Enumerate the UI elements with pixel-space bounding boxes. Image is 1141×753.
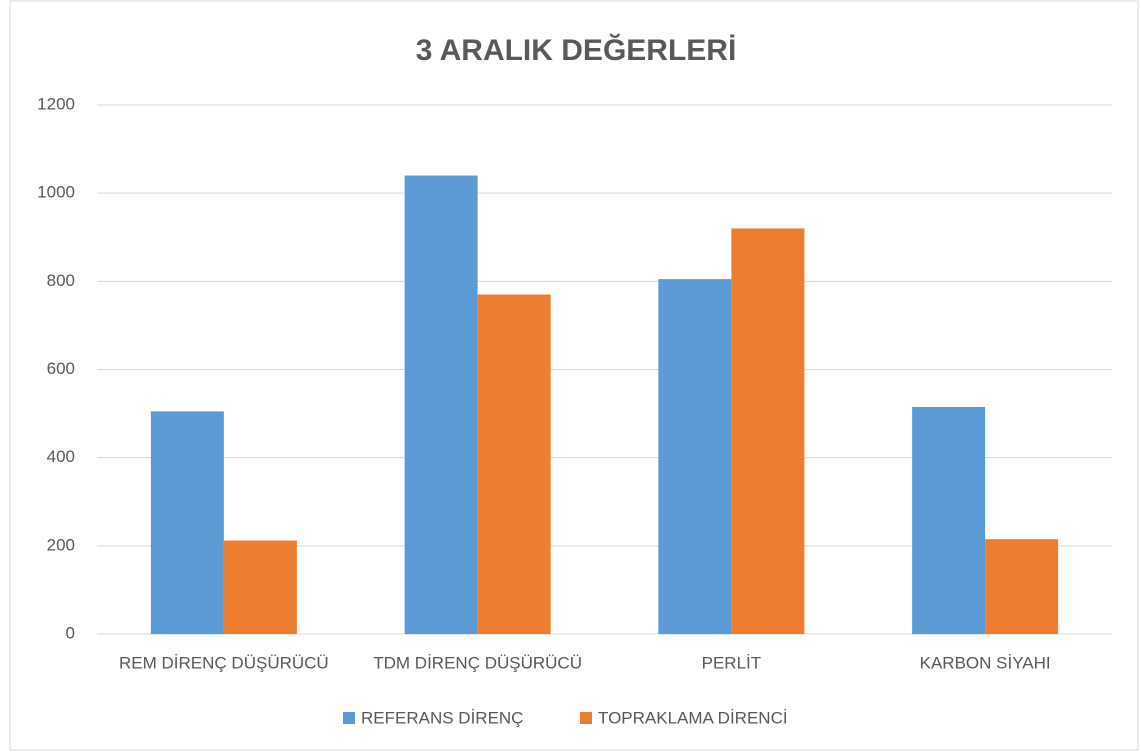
legend-swatch <box>580 712 592 724</box>
y-tick-label: 1200 <box>37 94 75 113</box>
y-tick-label: 0 <box>66 623 75 642</box>
legend-label: REFERANS DİRENÇ <box>361 708 523 727</box>
chart-border <box>9 0 1139 751</box>
chart-title: 3 ARALIK DEĞERLERİ <box>416 33 737 67</box>
x-tick-label: TDM DİRENÇ DÜŞÜRÜCÜ <box>373 653 582 672</box>
x-tick-label: KARBON SİYAHI <box>920 653 1051 672</box>
bar <box>223 540 297 634</box>
legend-label: TOPRAKLAMA DİRENCİ <box>598 708 788 727</box>
bar <box>404 175 478 635</box>
bar <box>985 539 1059 634</box>
bar <box>477 294 551 634</box>
y-tick-label: 1000 <box>37 183 75 202</box>
bar <box>150 411 224 634</box>
bar <box>912 406 986 634</box>
legend-swatch <box>343 712 355 724</box>
x-tick-label: PERLİT <box>702 653 762 672</box>
x-tick-label: REM DİRENÇ DÜŞÜRÜCÜ <box>119 653 329 672</box>
bar <box>658 279 732 634</box>
bar <box>731 228 805 634</box>
y-tick-label: 800 <box>47 271 75 290</box>
y-tick-label: 200 <box>47 535 75 554</box>
y-tick-label: 400 <box>47 447 75 466</box>
y-tick-label: 600 <box>47 359 75 378</box>
